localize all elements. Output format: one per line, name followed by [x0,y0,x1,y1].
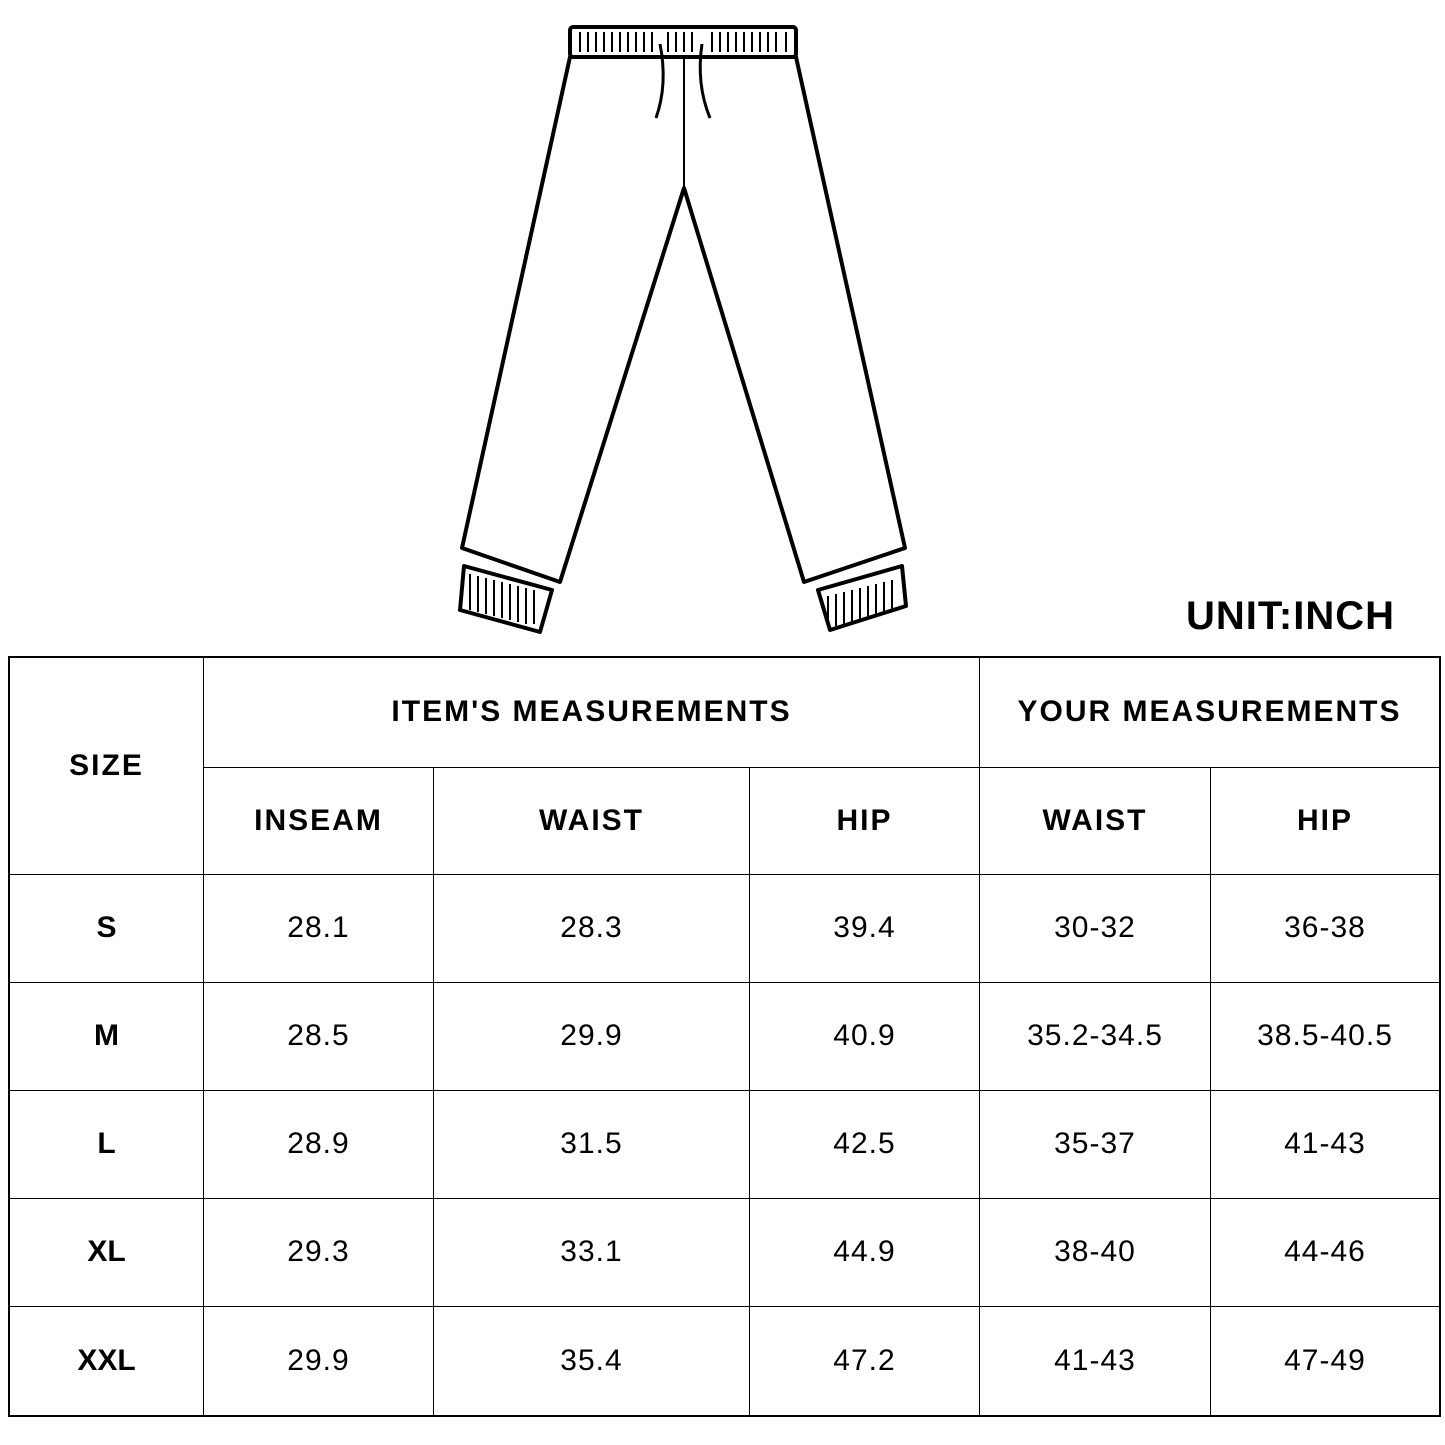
measurement-cell: 36-38 [1210,873,1441,983]
measurement-cell: 35.4 [433,1305,750,1417]
measurement-cell: 40.9 [749,981,980,1091]
table-row: XXL 29.9 35.4 47.2 41-43 47-49 [8,1305,1441,1417]
your-measurements-header: YOUR MEASUREMENTS [979,656,1441,768]
size-cell: L [8,1089,204,1199]
measurement-cell: 39.4 [749,873,980,983]
measurement-cell: 31.5 [433,1089,750,1199]
table-row: S 28.1 28.3 39.4 30-32 36-38 [8,873,1441,983]
measurement-cell: 38-40 [979,1197,1211,1307]
measurement-cell: 29.9 [433,981,750,1091]
unit-label: UNIT:INCH [1186,594,1395,638]
measurement-cell: 35-37 [979,1089,1211,1199]
measurement-cell: 29.3 [203,1197,434,1307]
measurement-cell: 29.9 [203,1305,434,1417]
table-row: L 28.9 31.5 42.5 35-37 41-43 [8,1089,1441,1199]
measurement-cell: 30-32 [979,873,1211,983]
size-cell: M [8,981,204,1091]
measurement-cell: 28.1 [203,873,434,983]
col-your-hip: HIP [1210,766,1441,875]
measurement-cell: 47-49 [1210,1305,1441,1417]
measurement-cell: 44.9 [749,1197,980,1307]
col-inseam: INSEAM [203,766,434,875]
measurement-cell: 28.5 [203,981,434,1091]
col-waist: WAIST [433,766,750,875]
table-row: M 28.5 29.9 40.9 35.2-34.5 38.5-40.5 [8,981,1441,1091]
size-cell: XL [8,1197,204,1307]
measurement-cell: 28.3 [433,873,750,983]
col-hip: HIP [749,766,980,875]
measurement-cell: 47.2 [749,1305,980,1417]
measurement-cell: 41-43 [979,1305,1211,1417]
measurement-cell: 41-43 [1210,1089,1441,1199]
measurement-cell: 33.1 [433,1197,750,1307]
size-chart-table: SIZE ITEM'S MEASUREMENTS YOUR MEASUREMEN… [8,656,1441,1417]
size-header: SIZE [8,656,204,875]
size-cell: XXL [8,1305,204,1417]
measurement-cell: 42.5 [749,1089,980,1199]
size-cell: S [8,873,204,983]
measurement-cell: 44-46 [1210,1197,1441,1307]
col-your-waist: WAIST [979,766,1211,875]
measurement-cell: 38.5-40.5 [1210,981,1441,1091]
measurement-cell: 35.2-34.5 [979,981,1211,1091]
table-row: XL 29.3 33.1 44.9 38-40 44-46 [8,1197,1441,1307]
item-measurements-header: ITEM'S MEASUREMENTS [203,656,980,768]
pants-illustration [458,25,908,634]
measurement-cell: 28.9 [203,1089,434,1199]
